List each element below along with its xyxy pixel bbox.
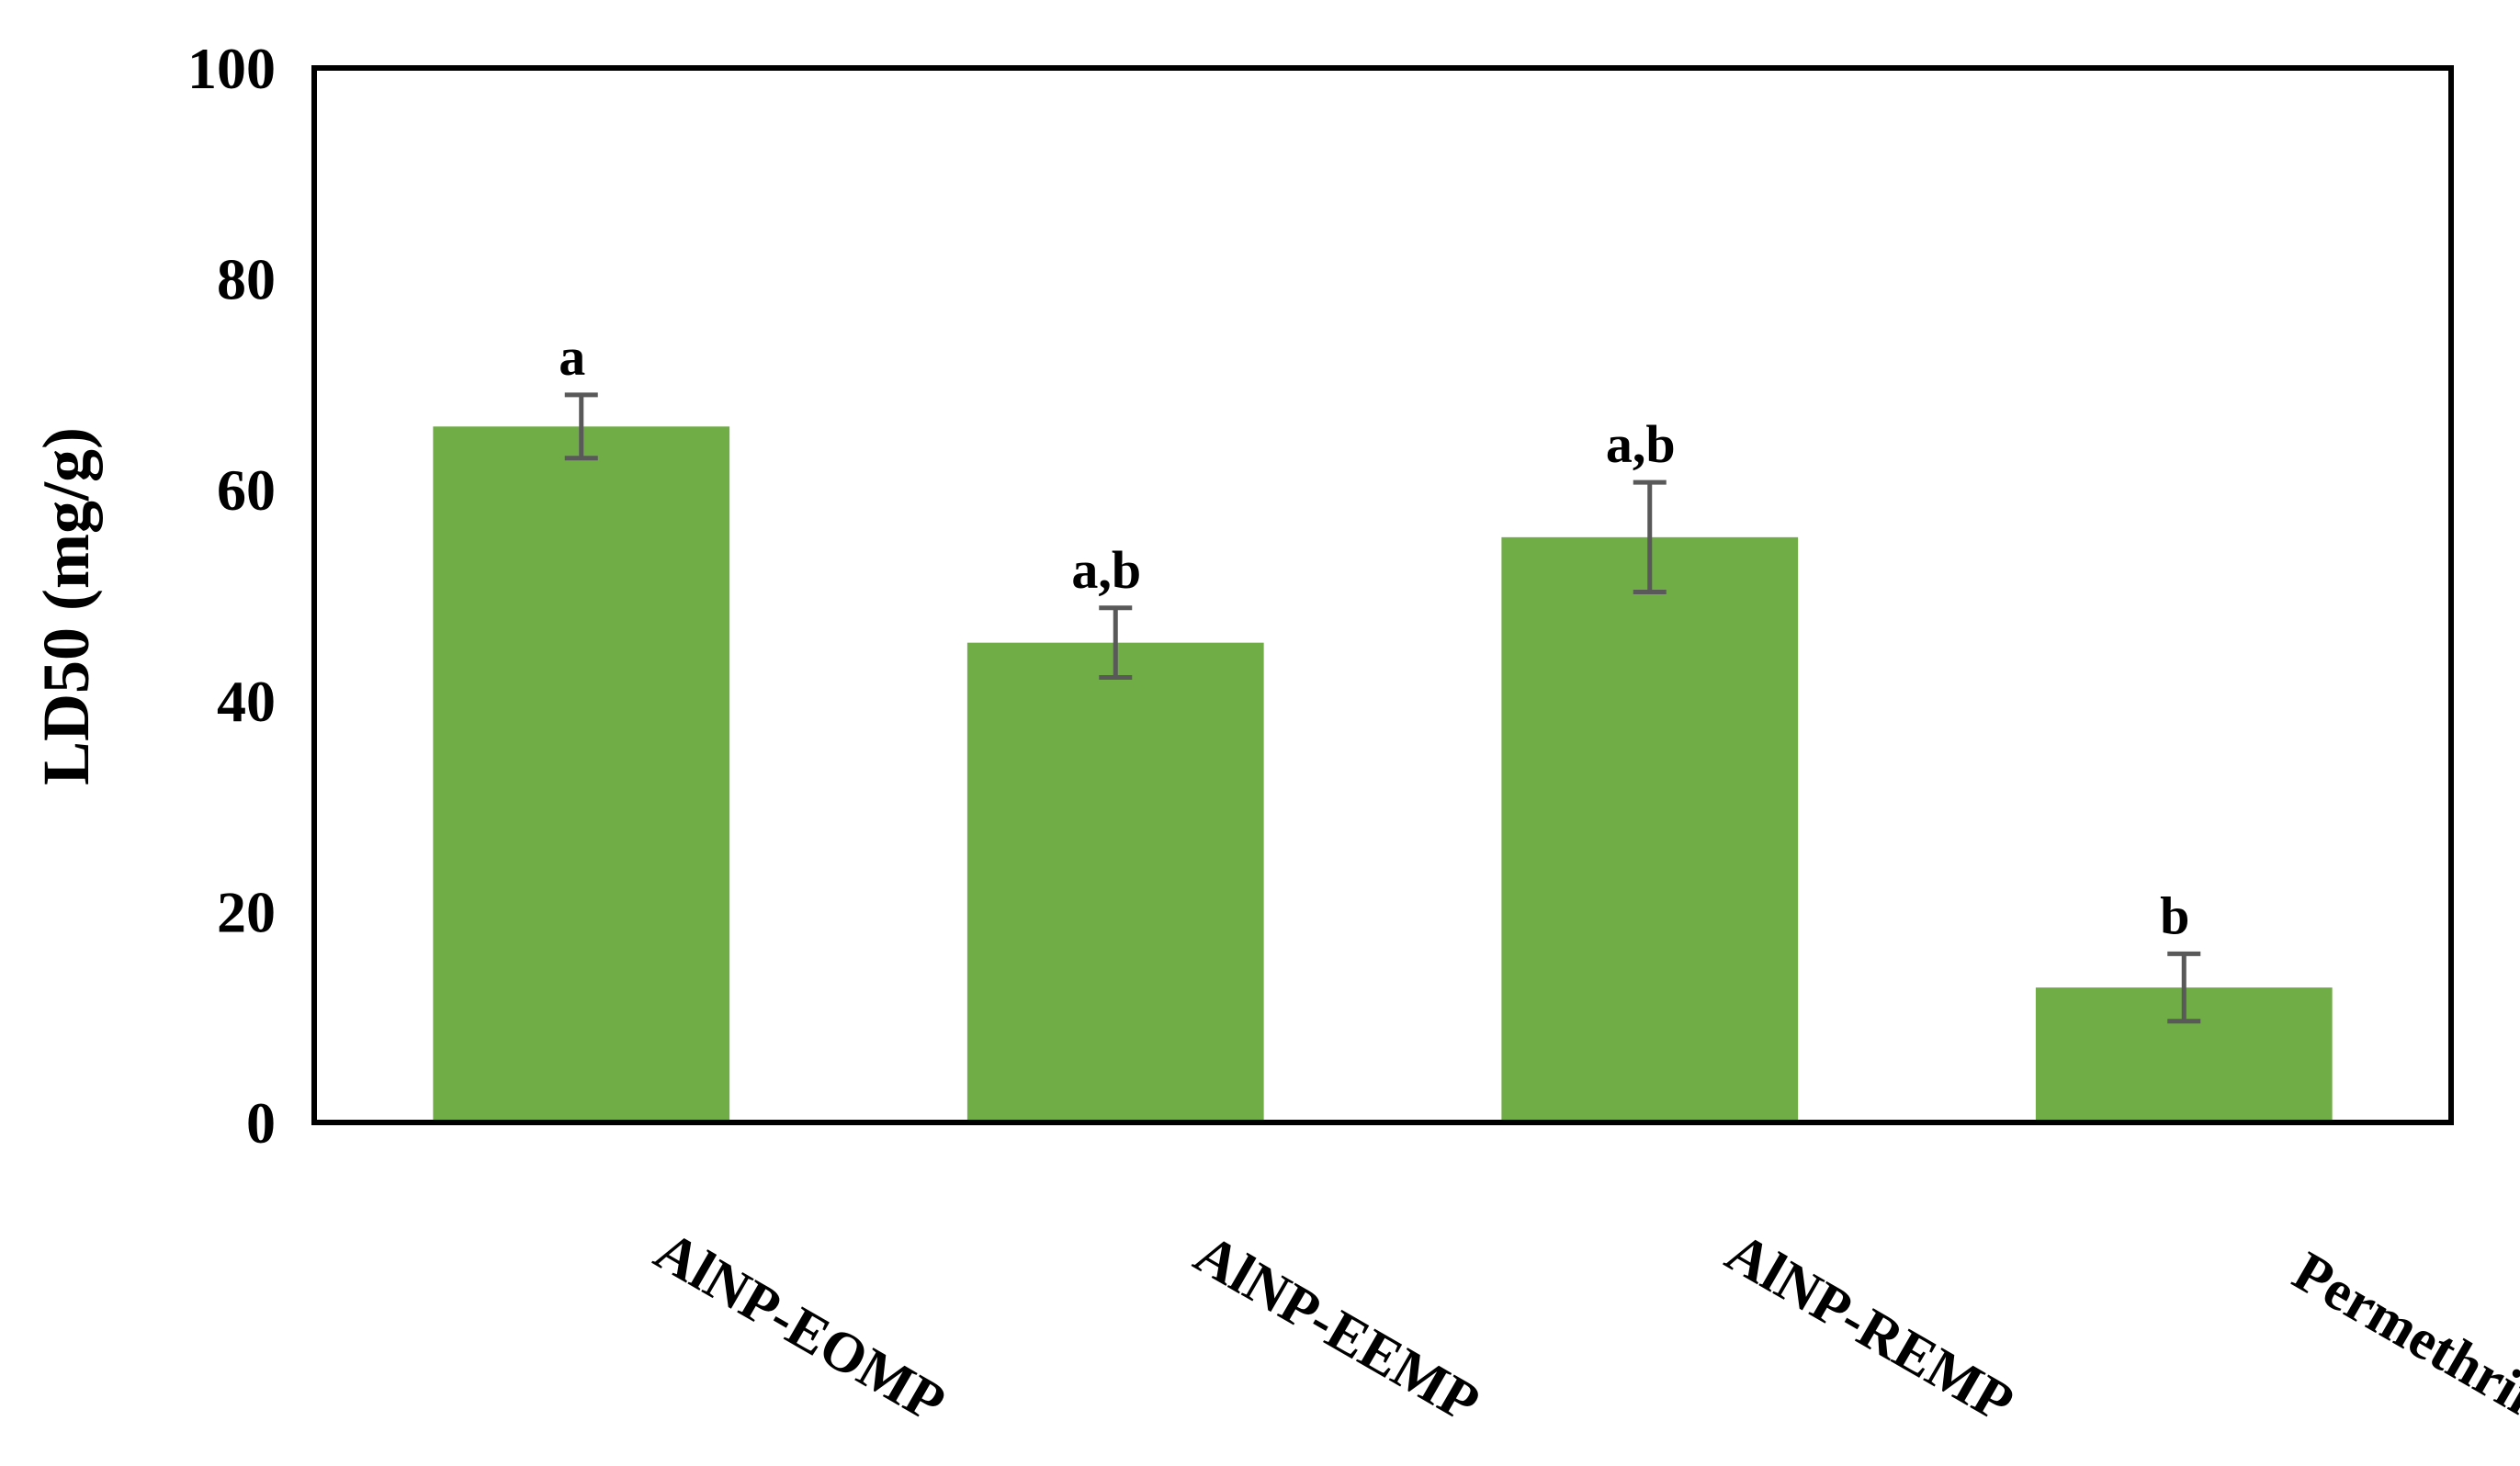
x-tick-label: AlNP-EOMP xyxy=(645,1220,955,1436)
bar-alnp-eomp xyxy=(433,426,730,1122)
significance-label: b xyxy=(2160,885,2189,945)
y-tick-label: 100 xyxy=(187,36,276,101)
x-tick-label: AlNP-REMP xyxy=(1716,1221,2024,1435)
bar-alnp-eemp xyxy=(966,642,1264,1122)
plot-area: a AlNP-EOMP a,b AlNP-EEMP a,b AlNP-REMP b Perme… xyxy=(187,36,2520,1435)
y-axis-title: LD50 (mg/g) xyxy=(29,427,103,785)
significance-label: a,b xyxy=(1071,540,1141,600)
y-tick-label: 20 xyxy=(217,879,276,944)
significance-label: a xyxy=(559,327,585,387)
y-tick-label: 40 xyxy=(217,669,276,734)
y-tick-label: 60 xyxy=(217,457,276,523)
y-tick-label: 0 xyxy=(246,1090,276,1156)
x-tick-label: AlNP-EEMP xyxy=(1184,1223,1489,1435)
y-tick-label: 80 xyxy=(217,247,276,312)
significance-label: a,b xyxy=(1606,414,1676,474)
plot-frame xyxy=(311,65,2454,1125)
x-tick-label: Permethrin xyxy=(2283,1240,2520,1435)
bar-alnp-remp xyxy=(1501,536,1799,1122)
